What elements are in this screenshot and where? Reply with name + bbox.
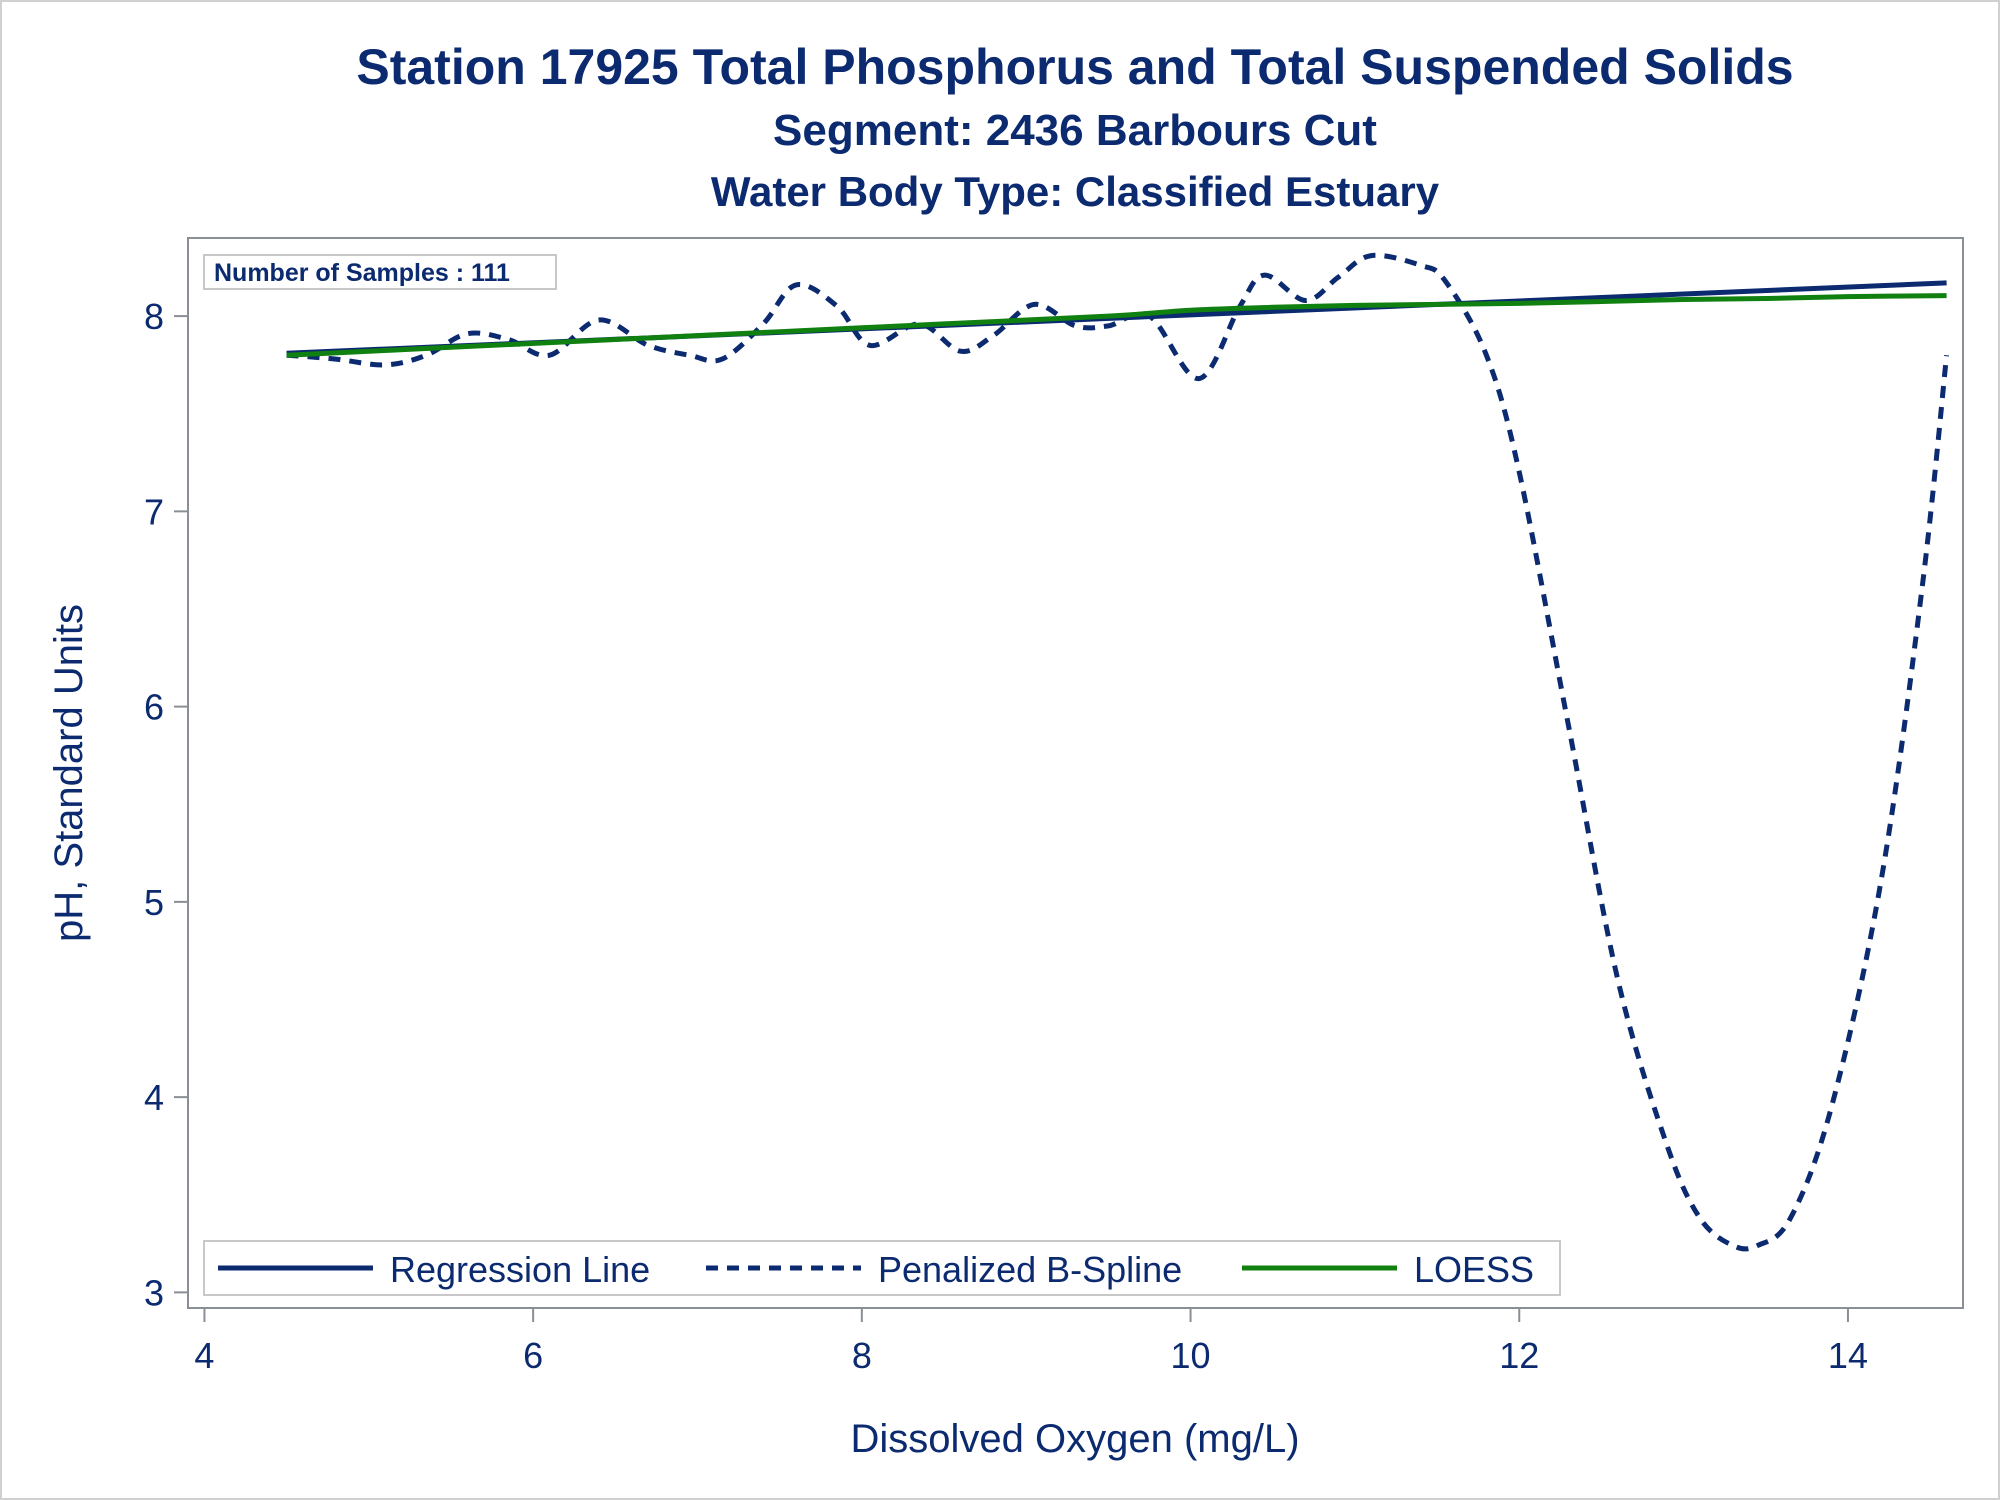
sample-count-box: [203, 254, 557, 290]
chart-title: Station 17925 Total Phosphorus and Total…: [356, 39, 1794, 95]
penalized-b-spline-line: [286, 252, 1950, 1252]
x-axis-label: Dissolved Oxygen (mg/L): [850, 1417, 1299, 1461]
series-layer: [286, 252, 1950, 1252]
y-tick-label: 3: [144, 1272, 164, 1313]
x-tick-label: 4: [194, 1335, 214, 1376]
x-tick-label: 10: [1171, 1335, 1211, 1376]
y-tick-label: 8: [144, 296, 164, 337]
y-axis-label: pH, Standard Units: [47, 604, 91, 942]
legend-label-loess: LOESS: [1414, 1249, 1534, 1290]
chart-subtitle: Segment: 2436 Barbours Cut: [773, 106, 1377, 155]
y-tick-label: 5: [144, 882, 164, 923]
legend-label-spline: Penalized B-Spline: [878, 1249, 1182, 1290]
legend-label-regression: Regression Line: [390, 1249, 650, 1290]
sample-count-label: Number of Samples : 111: [214, 259, 510, 287]
x-tick-label: 8: [852, 1335, 872, 1376]
y-tick-label: 7: [144, 491, 164, 532]
loess-line: [286, 293, 1947, 358]
y-tick-label: 4: [144, 1077, 164, 1118]
legend: Regression Line Penalized B-Spline LOESS: [203, 1240, 1561, 1296]
x-tick-label: 6: [523, 1335, 543, 1376]
chart-subtitle-2: Water Body Type: Classified Estuary: [710, 168, 1440, 215]
sample-count-inset: Number of Samples : 111: [203, 254, 557, 290]
x-tick-label: 14: [1828, 1335, 1868, 1376]
y-tick-label: 6: [144, 687, 164, 728]
plot-area: [187, 237, 1964, 1309]
x-tick-label: 12: [1499, 1335, 1539, 1376]
legend-box: [203, 1240, 1561, 1296]
